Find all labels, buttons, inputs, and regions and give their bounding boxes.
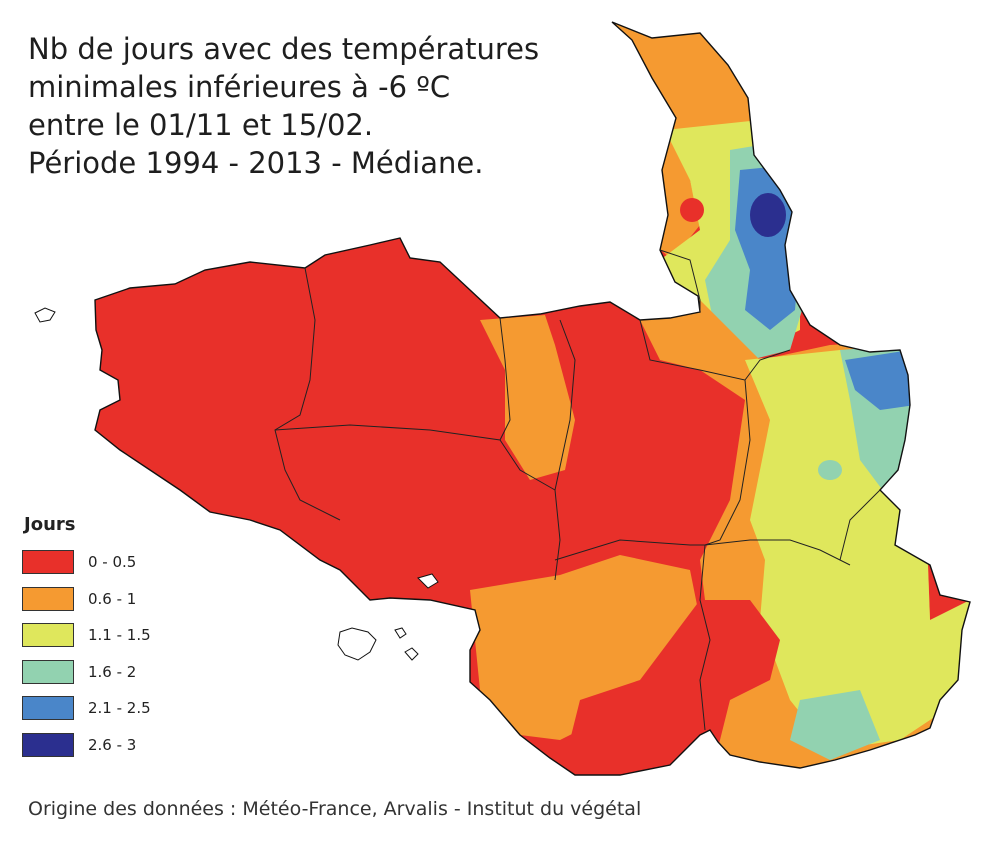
department-borders xyxy=(274,249,881,731)
legend-swatch xyxy=(22,732,74,757)
map-title: Nb de jours avec des températures minima… xyxy=(28,30,608,182)
legend-swatch xyxy=(22,696,74,720)
zone-darkblue xyxy=(750,193,786,237)
legend-label: 0.6 - 1 xyxy=(88,589,137,608)
data-source: Origine des données : Météo-France, Arva… xyxy=(28,798,642,820)
legend-swatch xyxy=(22,586,74,611)
legend-label: 1.6 - 2 xyxy=(88,662,137,681)
zone-orange-south xyxy=(470,555,700,740)
legend-swatch xyxy=(22,623,74,647)
legend-item: 1.1 - 1.5 xyxy=(22,622,222,648)
legend-label: 2.1 - 2.5 xyxy=(88,699,151,717)
legend-label: 0 - 0.5 xyxy=(88,553,137,571)
legend-swatch xyxy=(22,659,74,684)
legend-item: 0.6 - 1 xyxy=(22,586,222,612)
legend: Jours 0 - 0.5 0.6 - 1 1.1 - 1.5 1.6 - 2 … xyxy=(22,514,222,768)
title-line-4: Période 1994 - 2013 - Médiane. xyxy=(28,146,484,180)
zone-blue-east xyxy=(845,350,915,410)
legend-item: 1.6 - 2 xyxy=(22,659,222,685)
zone-teal-spot xyxy=(818,460,842,480)
title-line-2: minimales inférieures à -6 ºC xyxy=(28,70,451,104)
zone-red-spot xyxy=(680,198,704,222)
legend-title: Jours xyxy=(24,514,76,535)
island-small-3 xyxy=(417,573,439,589)
legend-label: 2.6 - 3 xyxy=(88,735,137,754)
title-line-1: Nb de jours avec des températures xyxy=(28,32,540,66)
legend-item: 0 - 0.5 xyxy=(22,549,222,575)
island-small-2 xyxy=(394,627,407,639)
legend-item: 2.6 - 3 xyxy=(22,732,222,758)
legend-item: 2.1 - 2.5 xyxy=(22,695,222,721)
island-small-1 xyxy=(404,647,419,661)
islands xyxy=(34,307,439,661)
island-belle-ile xyxy=(337,627,377,661)
legend-label: 1.1 - 1.5 xyxy=(88,626,151,644)
zone-red-south xyxy=(560,600,780,775)
title-line-3: entre le 01/11 et 15/02. xyxy=(28,108,374,142)
zone-orange-center xyxy=(480,315,575,480)
island-ouessant xyxy=(34,307,56,323)
zone-teal-south xyxy=(790,690,880,760)
legend-swatch xyxy=(22,550,74,574)
